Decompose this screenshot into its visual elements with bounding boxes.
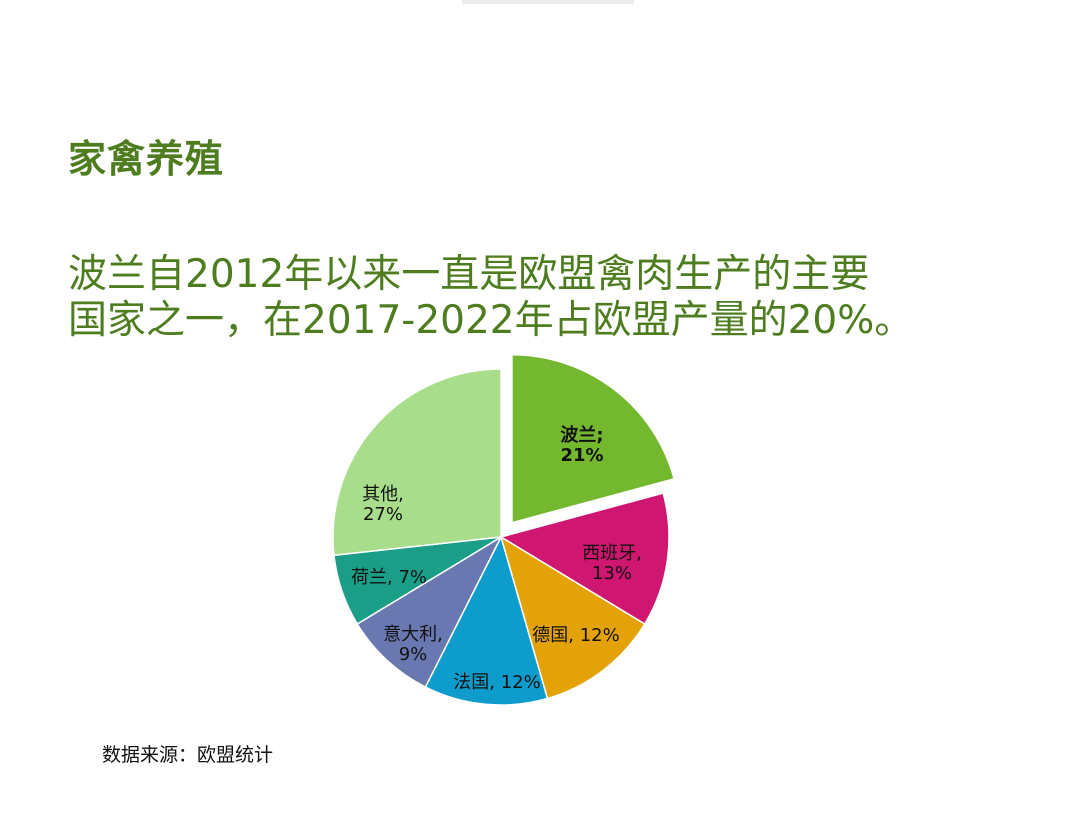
pie-slice-德国	[499, 535, 646, 700]
pie-label-法国: 法国, 12%	[453, 672, 540, 693]
pie-slices	[332, 353, 676, 706]
headline-line-1: 波兰自2012年以来一直是欧盟禽肉生产的主要	[68, 252, 870, 297]
pie-label-德国: 德国, 12%	[532, 625, 619, 646]
pie-label-意大利: 意大利, 9%	[383, 624, 443, 665]
pie-slice-其他	[332, 368, 502, 557]
pie-slice-西班牙	[499, 492, 670, 626]
pie-slice-波兰	[511, 353, 676, 524]
pie-slice-法国	[424, 534, 549, 706]
pie-labels: 波兰; 21% 西班牙, 13% 德国, 12% 法国, 12% 意大利, 9% 荷兰, 7% 其…	[351, 424, 642, 693]
pie-label-其他: 其他, 27%	[362, 484, 404, 525]
pie-label-波兰: 波兰; 21%	[560, 424, 603, 466]
section-title: 家禽养殖	[68, 137, 225, 181]
pie-slice-意大利	[356, 535, 503, 689]
pie-label-荷兰: 荷兰, 7%	[351, 567, 427, 588]
headline: 波兰自2012年以来一直是欧盟禽肉生产的主要 国家之一，在2017-2022年占…	[68, 252, 988, 344]
data-source: 数据来源：欧盟统计	[102, 744, 274, 766]
top-bar	[462, 0, 634, 4]
headline-line-2: 国家之一，在2017-2022年占欧盟产量的20%。	[68, 298, 914, 343]
pie-label-西班牙: 西班牙, 13%	[582, 543, 642, 584]
